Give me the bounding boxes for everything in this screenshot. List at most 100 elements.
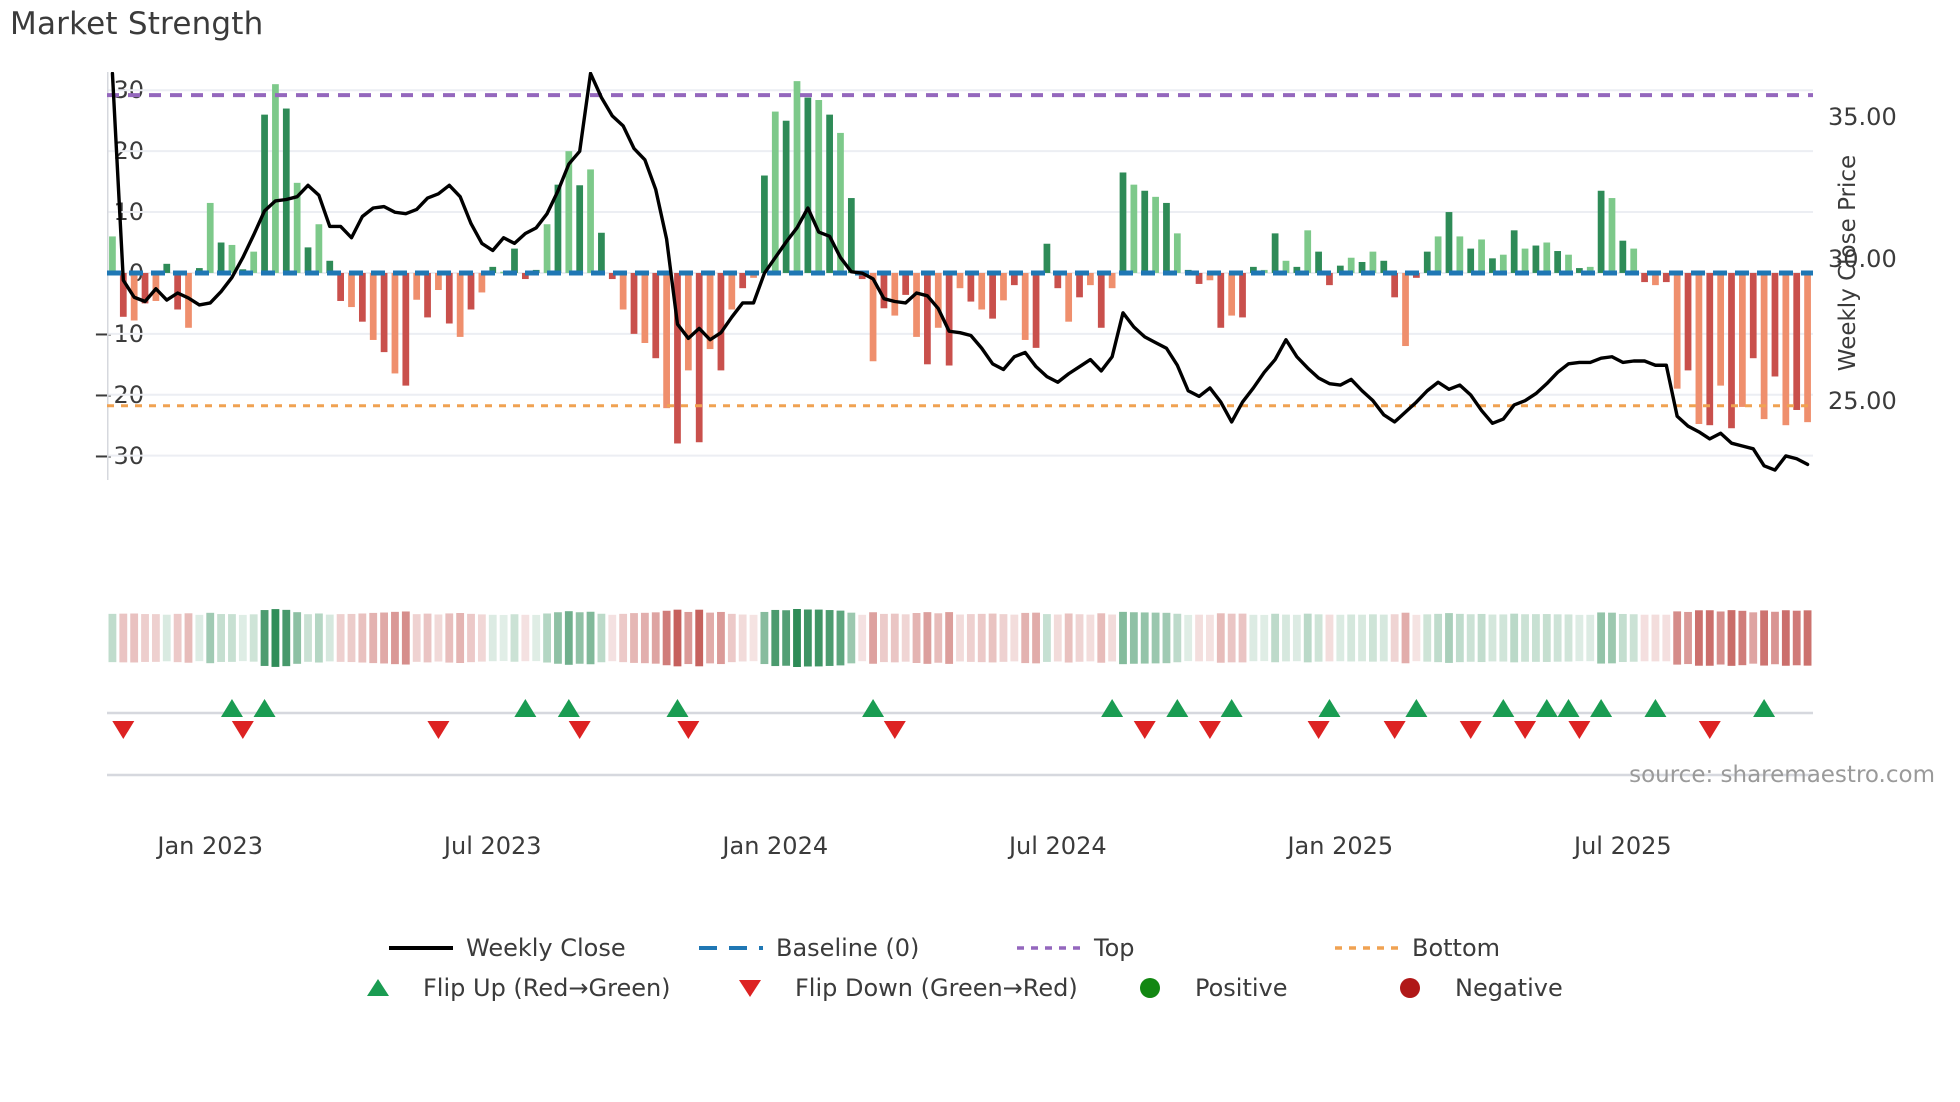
y-tick-right: 30.00: [1828, 245, 1897, 273]
heatmap-cell: [836, 610, 845, 666]
heatmap-cell: [782, 610, 791, 666]
flip-down-marker: [1514, 721, 1537, 739]
flip-markers-strip: [107, 679, 1813, 783]
legend-label: Baseline (0): [776, 934, 920, 962]
x-tick-label: Jan 2024: [722, 832, 829, 860]
strength-bar: [1119, 172, 1127, 273]
strength-bar: [109, 236, 116, 273]
strength-bar: [315, 224, 323, 273]
heatmap-cell: [543, 613, 551, 663]
legend-item[interactable]: Top: [1010, 928, 1328, 968]
flip-down-marker: [568, 721, 591, 739]
strength-bar: [1293, 266, 1301, 273]
strength-bar: [217, 242, 225, 273]
y-axis-left-label: Market Strength: [14, 72, 44, 480]
strength-bar: [956, 272, 964, 289]
heatmap-cell: [162, 614, 171, 662]
heatmap-cell: [141, 614, 149, 662]
strength-bar: [467, 272, 475, 310]
legend-item[interactable]: Flip Up (Red→Green): [339, 968, 711, 1008]
strength-bar: [1369, 251, 1377, 273]
legend-item[interactable]: Positive: [1111, 968, 1371, 1008]
heatmap-cell: [1608, 612, 1616, 664]
heatmap-cell: [173, 613, 182, 663]
flip-down-marker: [1568, 721, 1591, 739]
legend-item[interactable]: Flip Down (Green→Red): [711, 968, 1111, 1008]
strength-bar: [369, 272, 377, 340]
strength-bar: [1543, 242, 1551, 273]
strength-bar: [761, 175, 768, 273]
heatmap-cell: [597, 613, 606, 663]
heatmap-cell: [749, 614, 758, 662]
heatmap-cell: [1684, 611, 1692, 665]
heatmap-cell: [510, 614, 519, 662]
triangle-down-icon: [711, 975, 789, 1001]
strength-bar: [141, 272, 149, 304]
strength-bar: [1282, 260, 1290, 273]
heatmap-cell: [1086, 614, 1095, 662]
flip-up-marker: [1405, 699, 1428, 717]
heatmap-cell: [847, 612, 856, 664]
page-title: Market Strength: [10, 6, 264, 42]
heatmap-cell: [640, 612, 649, 664]
strength-bar: [489, 266, 497, 273]
legend-row-2: Flip Up (Red→Green) Flip Down (Green→Red)…: [0, 968, 1960, 1008]
flip-down-marker: [427, 721, 450, 739]
strength-bar: [641, 272, 649, 343]
strength-bar: [1804, 272, 1811, 423]
strength-bar: [1380, 260, 1388, 273]
strength-bar: [1239, 272, 1246, 318]
strength-bar: [978, 272, 986, 310]
heatmap-cell: [923, 612, 932, 664]
heatmap-cell: [1108, 614, 1117, 662]
legend-item[interactable]: Weekly Close: [382, 928, 692, 968]
strength-bar: [511, 248, 518, 273]
heatmap-cell: [358, 613, 367, 663]
heatmap-cell: [1216, 613, 1225, 663]
strength-bar: [967, 272, 975, 302]
heatmap-cell: [1282, 614, 1290, 662]
y-axis-right-label: Weekly Close Price: [1835, 72, 1958, 480]
strength-bar: [619, 272, 627, 310]
strength-bar: [1749, 272, 1757, 359]
main-plot: [107, 72, 1813, 480]
strength-bar: [250, 251, 258, 273]
heatmap-cell: [477, 614, 486, 662]
strength-bar: [152, 272, 160, 301]
heatmap-cell: [988, 613, 997, 663]
strength-heatmap-strip: [107, 607, 1813, 669]
strength-bar: [1456, 236, 1464, 273]
heatmap-cell: [1140, 612, 1149, 664]
strength-bar: [858, 272, 866, 280]
heatmap-cell: [1064, 613, 1073, 663]
heatmap-cell: [1292, 614, 1301, 662]
strength-bar: [902, 272, 910, 295]
strength-bar: [880, 272, 888, 309]
strength-bar: [1434, 236, 1442, 273]
legend-item[interactable]: Negative: [1371, 968, 1621, 1008]
heatmap-cell: [1238, 613, 1247, 663]
legend-item[interactable]: Baseline (0): [692, 928, 1010, 968]
strength-bar: [706, 272, 714, 350]
heatmap-cell: [1184, 614, 1193, 662]
flip-up-marker: [1590, 699, 1613, 717]
strength-bar: [1521, 248, 1529, 273]
heatmap-cell: [119, 613, 128, 663]
strength-bar: [608, 272, 616, 280]
strength-bar: [924, 272, 931, 365]
strength-bar: [1347, 257, 1355, 273]
legend-item[interactable]: Bottom: [1328, 928, 1578, 968]
heatmap-cell: [1510, 613, 1519, 663]
strength-bar: [837, 132, 844, 273]
heatmap-cell: [673, 609, 682, 667]
heatmap-cell: [1662, 614, 1671, 662]
circle-icon: [1111, 975, 1189, 1001]
heatmap-cell: [1412, 614, 1421, 662]
strength-bar: [337, 272, 344, 301]
legend-label: Flip Up (Red→Green): [423, 974, 671, 1002]
heatmap-cell: [1673, 611, 1682, 665]
strength-bar: [293, 182, 301, 273]
strength-bar: [989, 272, 996, 319]
heatmap-cell: [1129, 612, 1138, 664]
heatmap-cell: [325, 614, 334, 662]
